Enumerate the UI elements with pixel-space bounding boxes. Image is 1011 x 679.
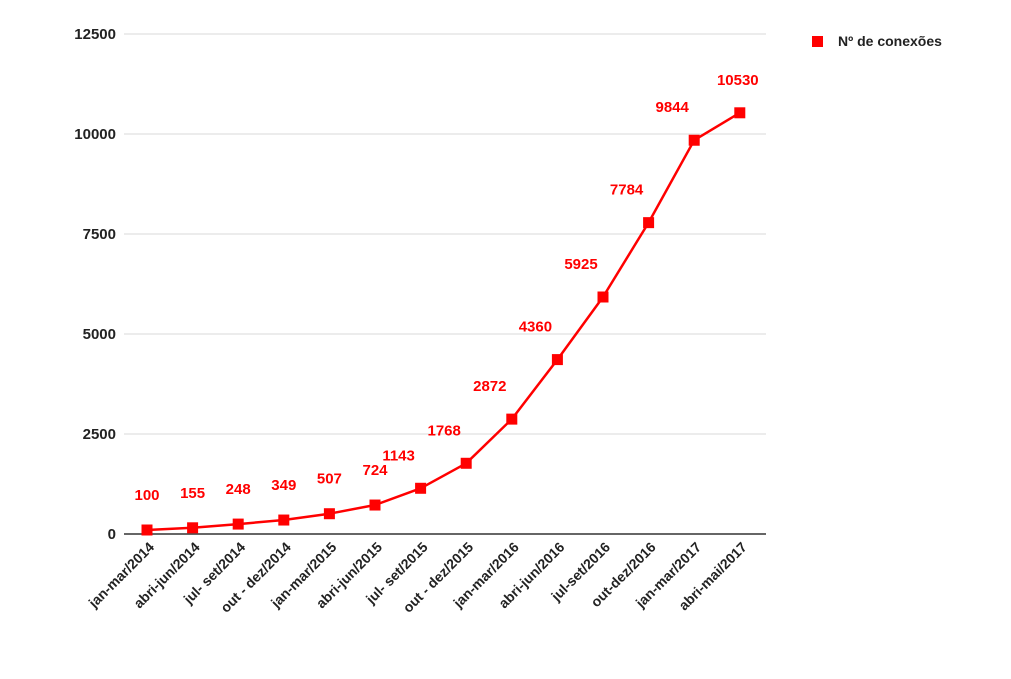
data-label: 9844 — [656, 99, 690, 116]
data-label: 5925 — [564, 256, 597, 273]
data-point — [232, 518, 244, 530]
series-line-path — [146, 111, 741, 532]
data-label: 248 — [226, 481, 251, 498]
legend: Nº de conexões — [812, 33, 942, 49]
data-point — [688, 134, 700, 146]
data-point — [551, 354, 563, 366]
data-point — [734, 107, 746, 119]
data-label: 724 — [362, 462, 388, 479]
data-point — [369, 499, 381, 511]
y-tick-label: 10000 — [74, 126, 116, 143]
data-point — [597, 291, 609, 303]
data-label: 2872 — [473, 378, 506, 395]
data-label: 100 — [134, 487, 159, 504]
y-tick-label: 5000 — [83, 326, 116, 343]
data-point — [506, 413, 518, 425]
data-label: 349 — [271, 477, 296, 494]
y-axis-labels: 0 2500 5000 7500 10000 12500 — [74, 26, 116, 543]
data-point — [323, 508, 335, 520]
y-tick-label: 0 — [108, 526, 116, 543]
series-line — [146, 111, 741, 532]
legend-swatch — [812, 36, 823, 47]
data-point — [187, 522, 199, 534]
data-label: 7784 — [610, 182, 644, 199]
data-point — [278, 514, 290, 526]
data-label: 1768 — [428, 422, 461, 439]
y-tick-label: 7500 — [83, 226, 116, 243]
data-label: 155 — [180, 485, 205, 502]
data-point — [643, 217, 655, 229]
y-tick-label: 2500 — [83, 426, 116, 443]
grid-lines — [124, 33, 766, 435]
series-points — [141, 107, 746, 536]
data-label: 507 — [317, 471, 342, 488]
data-point — [141, 524, 153, 536]
data-point — [415, 482, 427, 494]
data-label: 4360 — [519, 319, 552, 336]
data-label: 10530 — [717, 72, 759, 89]
y-tick-label: 12500 — [74, 26, 116, 43]
data-label: 1143 — [382, 447, 415, 464]
data-point — [460, 457, 472, 469]
legend-label: Nº de conexões — [838, 33, 942, 49]
